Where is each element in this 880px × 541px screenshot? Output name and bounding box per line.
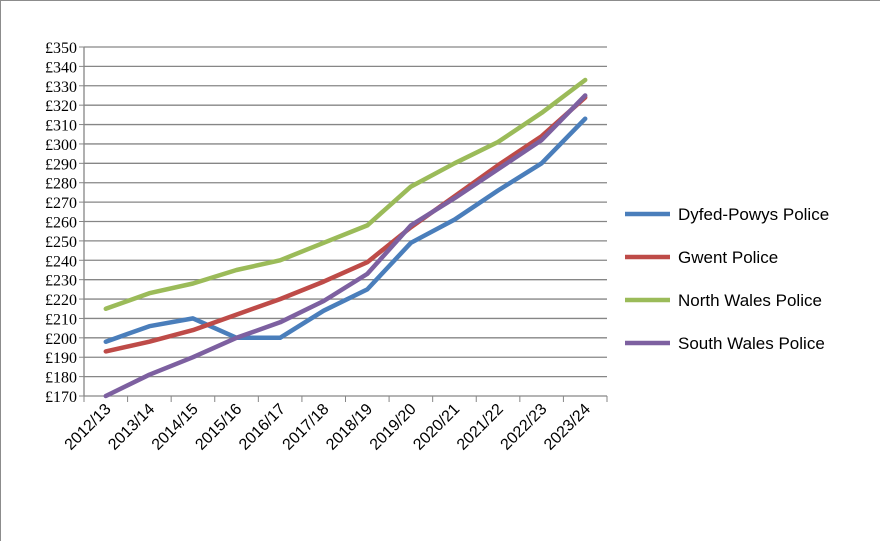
legend-label: South Wales Police (678, 334, 825, 353)
y-tick-label: £210 (45, 311, 77, 328)
x-tick-label: 2021/22 (454, 401, 507, 454)
grid-lines (84, 46, 607, 378)
x-tick-label: 2019/20 (367, 401, 420, 454)
series-line-dyfed-powys-police (103, 116, 588, 344)
y-tick-label: £330 (45, 79, 77, 96)
y-tick-label: £280 (45, 176, 77, 193)
y-tick-label: £260 (45, 215, 77, 232)
y-tick-label: £320 (45, 98, 77, 115)
y-axis-tick-labels: £170 £180 £190 £200 £210 £220 £230 £240 £250 £260… (45, 40, 77, 406)
series-lines (103, 77, 588, 399)
legend: Dyfed-Powys Police Gwent Police North Wale… (625, 205, 829, 353)
legend-item: North Wales Police (625, 291, 822, 310)
y-tick-label: £170 (45, 389, 77, 406)
y-tick-label: £290 (45, 156, 77, 173)
y-tick-label: £200 (45, 331, 77, 348)
x-tick-label: 2015/16 (192, 401, 245, 454)
x-tick-label: 2014/15 (149, 401, 202, 454)
y-tick-label: £270 (45, 195, 77, 212)
x-tick-label: 2016/17 (236, 401, 289, 454)
series-line-south-wales-police (103, 93, 588, 399)
x-tick-label: 2020/21 (410, 401, 463, 454)
y-tick-label: £220 (45, 292, 77, 309)
y-tick-label: £230 (45, 273, 77, 290)
axes (79, 46, 608, 402)
y-tick-label: £350 (45, 40, 77, 57)
legend-item: Gwent Police (625, 248, 778, 267)
y-tick-label: £180 (45, 370, 77, 387)
y-tick-label: £240 (45, 253, 77, 270)
y-tick-label: £340 (45, 59, 77, 76)
legend-label: Dyfed-Powys Police (678, 205, 829, 224)
x-tick-label: 2013/14 (105, 401, 158, 454)
x-axis-tick-labels: 2012/132013/142014/152015/162016/172017/… (62, 401, 594, 454)
legend-label: North Wales Police (678, 291, 822, 310)
y-tick-label: £300 (45, 137, 77, 154)
legend-item: South Wales Police (625, 334, 825, 353)
series-line-gwent-police (103, 95, 588, 354)
x-tick-label: 2018/19 (323, 401, 376, 454)
legend-item: Dyfed-Powys Police (625, 205, 829, 224)
y-tick-label: £190 (45, 350, 77, 367)
x-tick-label: 2012/13 (62, 401, 115, 454)
x-tick-label: 2017/18 (280, 401, 333, 454)
y-tick-label: £310 (45, 118, 77, 135)
x-tick-label: 2023/24 (541, 401, 594, 454)
legend-label: Gwent Police (678, 248, 778, 267)
x-tick-label: 2022/23 (498, 401, 551, 454)
series-line-north-wales-police (103, 77, 588, 312)
y-tick-label: £250 (45, 234, 77, 251)
